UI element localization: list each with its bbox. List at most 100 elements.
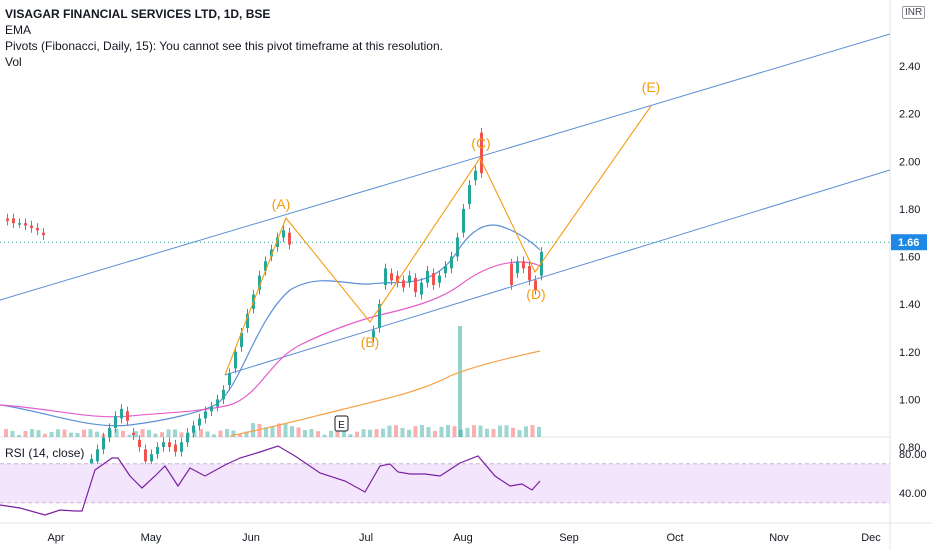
candle-body — [210, 406, 213, 412]
volume-bar — [251, 423, 255, 437]
volume-bar — [426, 427, 431, 437]
volume-bar — [147, 430, 151, 437]
candle-body — [390, 273, 393, 281]
volume-bar — [517, 430, 522, 437]
volume-bar — [394, 425, 398, 437]
pivots-legend[interactable]: Pivots (Fibonacci, Daily, 15): You canno… — [5, 39, 443, 53]
volume-bar — [400, 427, 405, 437]
volume-bar — [56, 429, 60, 437]
candle-body — [408, 275, 411, 283]
channel-lower-line — [224, 169, 891, 376]
candle-body — [102, 437, 105, 450]
price-tick-label: 1.00 — [899, 394, 920, 406]
volume-bar — [173, 429, 177, 437]
candle-body — [396, 275, 399, 283]
last-price-badge — [891, 234, 927, 251]
volume-bar — [257, 423, 262, 437]
candle-body — [132, 432, 135, 436]
candle-body — [402, 280, 405, 288]
chart-legend: VISAGAR FINANCIAL SERVICES LTD, 1D, BSE … — [5, 6, 443, 70]
volume-bar — [192, 429, 197, 437]
candle-body — [96, 449, 99, 462]
volume-bar — [160, 432, 164, 437]
rsi-legend[interactable]: RSI (14, close) — [5, 446, 85, 460]
time-tick-label: Aug — [453, 532, 473, 544]
time-tick-label: Sep — [559, 532, 579, 544]
price-tick-label: 2.00 — [899, 156, 920, 168]
candle-body — [156, 447, 159, 455]
volume-bar — [212, 434, 216, 437]
candle-body — [264, 261, 267, 271]
candle-body — [30, 225, 33, 228]
candle-body — [414, 277, 417, 293]
candle-body — [474, 170, 477, 181]
candle-body — [222, 389, 225, 400]
volume-bar — [75, 433, 80, 437]
volume-bar — [30, 429, 34, 437]
volume-bar — [452, 426, 457, 437]
candle-body — [108, 427, 111, 438]
volume-bar — [458, 326, 462, 437]
candle-body — [432, 273, 435, 286]
candle-body — [480, 132, 483, 174]
candle-body — [174, 444, 177, 452]
candle-body — [228, 373, 231, 386]
wave-label: (E) — [642, 79, 661, 95]
candle-body — [516, 261, 519, 274]
rsi-tick-label: 40.00 — [899, 488, 927, 500]
symbol-title: VISAGAR FINANCIAL SERVICES LTD, 1D, BSE — [5, 7, 271, 21]
volume-bar — [537, 426, 541, 437]
volume-bar — [238, 434, 242, 437]
rsi-band — [0, 463, 890, 503]
volume-bar — [348, 434, 353, 437]
event-marker-label: E — [338, 420, 345, 431]
volume-bar — [121, 430, 125, 437]
candle-body — [444, 266, 447, 274]
time-tick-label: Dec — [861, 532, 881, 544]
candle-body — [90, 458, 93, 464]
volume-bar — [277, 423, 281, 437]
volume-bar — [134, 431, 138, 437]
volume-bar — [361, 429, 366, 437]
volume-bar — [303, 429, 307, 437]
volume-bar — [485, 428, 489, 437]
volume-bar — [329, 430, 333, 437]
candle-body — [168, 442, 171, 447]
price-tick-label: 1.60 — [899, 252, 920, 264]
ema-slow-line — [0, 261, 541, 418]
volume-bar — [530, 425, 535, 437]
volume-bar — [355, 431, 359, 437]
volume-bar — [166, 429, 171, 437]
candle-body — [522, 261, 525, 269]
currency-badge[interactable]: INR — [902, 6, 926, 19]
volume-bar — [153, 433, 158, 437]
candle-body — [180, 442, 183, 452]
volume-legend[interactable]: Vol — [5, 55, 22, 69]
candle-body — [450, 256, 453, 269]
channel-upper-line — [0, 33, 891, 301]
candle-body — [276, 237, 279, 247]
candle-body — [456, 237, 459, 257]
candle-body — [258, 275, 261, 290]
volume-bar — [17, 434, 21, 437]
volume-bar — [179, 432, 184, 437]
volume-bar — [342, 430, 346, 437]
volume-bar — [387, 425, 392, 437]
price-tick-label: 2.20 — [899, 109, 920, 121]
volume-bar — [316, 431, 320, 437]
volume-bar — [270, 426, 275, 437]
candle-body — [528, 266, 531, 281]
candle-body — [126, 411, 129, 421]
candle-body — [234, 351, 237, 369]
volume-bar — [82, 429, 86, 437]
volume-bar — [433, 430, 437, 437]
last-price-label: 1.66 — [898, 237, 919, 249]
ema-legend[interactable]: EMA — [5, 23, 32, 37]
volume-bar — [335, 429, 340, 437]
volume-bar — [511, 427, 515, 437]
candle-body — [150, 454, 153, 462]
volume-bar — [199, 429, 203, 437]
price-tick-label: 1.20 — [899, 347, 920, 359]
time-tick-label: Jun — [242, 532, 260, 544]
time-tick-label: Nov — [769, 532, 789, 544]
